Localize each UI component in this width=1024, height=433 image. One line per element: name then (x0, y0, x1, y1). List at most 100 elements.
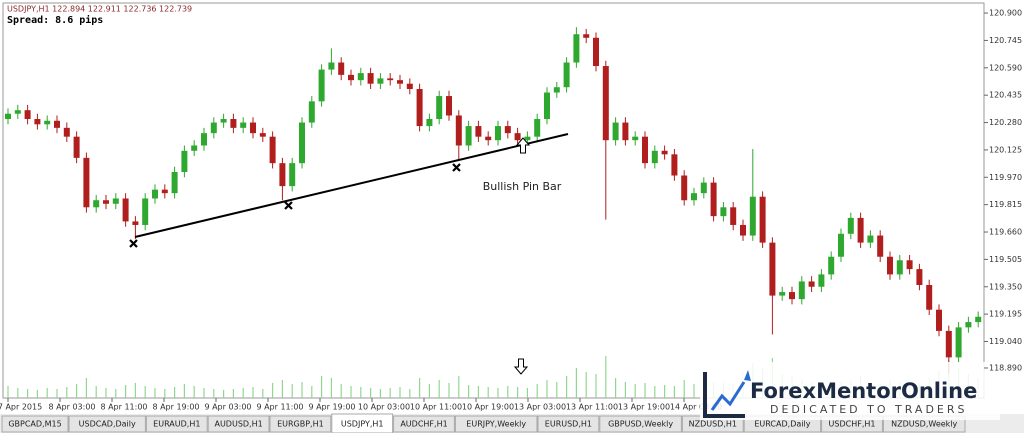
candle-body (387, 78, 394, 81)
tab[interactable] (1, 415, 69, 433)
x-tick-label: 10 Apr 11:00 (410, 403, 462, 412)
candle-body (34, 119, 41, 125)
logo-arrowhead (744, 370, 751, 381)
logo-tagline: DEDICATED TO TRADERS (770, 403, 967, 416)
tab-label[interactable]: EURJPY,Weekly (466, 420, 526, 429)
candle-body (691, 193, 697, 201)
candle-body (465, 126, 472, 146)
candle-body (749, 196, 756, 236)
tab-label[interactable]: USDCHF,H1 (829, 420, 876, 429)
candle-body (171, 171, 178, 194)
candle-body (112, 198, 119, 204)
candles (5, 27, 982, 398)
candle-body (63, 127, 70, 137)
tab-label[interactable]: NZDUSD,H1 (689, 420, 737, 429)
candle-body (181, 150, 188, 172)
candle-body (700, 182, 707, 194)
candle-body (740, 224, 746, 236)
tab[interactable] (331, 413, 394, 433)
tab-label[interactable]: NZDUSD,Weekly (891, 420, 957, 429)
candle-body (798, 281, 805, 300)
tab[interactable] (599, 415, 682, 433)
x-tick-label: 13 Apr 03:00 (514, 403, 566, 412)
candle-body (828, 256, 835, 275)
candle-body (73, 136, 80, 158)
y-tick-label: 119.350 (989, 282, 1022, 291)
y-tick-label: 120.125 (989, 145, 1022, 154)
down-arrow (513, 358, 529, 375)
candle-body (24, 110, 31, 120)
tab-label[interactable]: AUDUSD,H1 (214, 420, 262, 429)
candle-body (377, 78, 384, 84)
candle-body (299, 122, 305, 164)
candle-body (867, 235, 874, 243)
tab-label[interactable]: AUDCHF,H1 (400, 420, 447, 429)
candle-body (544, 92, 550, 120)
tab[interactable] (537, 415, 600, 433)
tab-label[interactable]: EURCAD,Daily (754, 420, 810, 429)
logo: ForexMentorOnline DEDICATED TO TRADERS (700, 362, 1000, 420)
tab-label[interactable]: GBPUSD,Weekly (608, 420, 673, 429)
candle-body (103, 200, 109, 204)
candle-body (661, 150, 668, 155)
candle-body (44, 120, 51, 125)
y-tick-label: 119.505 (989, 255, 1022, 264)
candle-body (446, 96, 452, 116)
candle-body (779, 292, 786, 296)
x-tick-label: 8 Apr 11:00 (100, 403, 147, 412)
y-tick-label: 120.745 (989, 36, 1022, 45)
tab[interactable] (145, 415, 208, 433)
candle-body (877, 235, 884, 257)
candle-body (397, 80, 403, 84)
plot-frame (2, 2, 985, 399)
candle-body (269, 136, 276, 164)
candle-body (308, 101, 315, 123)
candle-body (348, 74, 354, 81)
y-tick-label: 119.815 (989, 200, 1022, 209)
tab-label[interactable]: GBPCAD,M15 (8, 420, 61, 429)
candle-body (485, 136, 492, 141)
candle-body (936, 309, 942, 331)
candle-body (847, 217, 854, 234)
tab-label[interactable]: USDCAD,Daily (79, 420, 136, 429)
tab-label[interactable]: EURUSD,H1 (545, 420, 592, 429)
x-tick-label: 13 Apr 19:00 (618, 403, 670, 412)
tab-label[interactable]: EURAUD,H1 (153, 420, 200, 429)
candle-body (338, 62, 345, 75)
tab[interactable] (269, 415, 332, 433)
y-tick-label: 120.280 (989, 118, 1022, 127)
candle-body (426, 119, 433, 127)
tab[interactable] (393, 415, 455, 433)
candle-body (318, 69, 325, 102)
candle-body (573, 34, 580, 63)
logo-arrow (710, 381, 746, 411)
candle-body (54, 120, 60, 128)
y-tick-label: 119.195 (989, 310, 1022, 319)
tab[interactable] (68, 415, 146, 433)
tab-label[interactable]: USDJPY,H1 (341, 420, 384, 429)
candle-body (5, 113, 11, 120)
candle-body (887, 256, 893, 275)
y-tick-label: 120.900 (989, 9, 1022, 18)
candle-body (926, 284, 933, 310)
candle-body (367, 73, 374, 84)
trend-line (134, 133, 569, 238)
logo-name: ForexMentorOnline (750, 379, 977, 403)
candle-body (436, 96, 443, 120)
candle-body (906, 260, 913, 270)
tab[interactable] (207, 415, 270, 433)
tab[interactable] (454, 415, 538, 433)
candle-body (975, 316, 982, 323)
candle-body (642, 136, 648, 164)
candle-body (896, 260, 903, 275)
swing-markers (129, 163, 461, 248)
x-tick-label: 10 Apr 03:00 (358, 403, 410, 412)
candle-body (220, 119, 227, 123)
candle-body (132, 221, 139, 225)
annotation: Bullish Pin Bar (483, 180, 562, 193)
candle-body (83, 157, 90, 208)
candle-body (289, 163, 296, 187)
tab-label[interactable]: EURGBP,H1 (277, 420, 324, 429)
x-tick-label: 8 Apr 19:00 (152, 403, 199, 412)
x-tick-label: 9 Apr 19:00 (308, 403, 355, 412)
